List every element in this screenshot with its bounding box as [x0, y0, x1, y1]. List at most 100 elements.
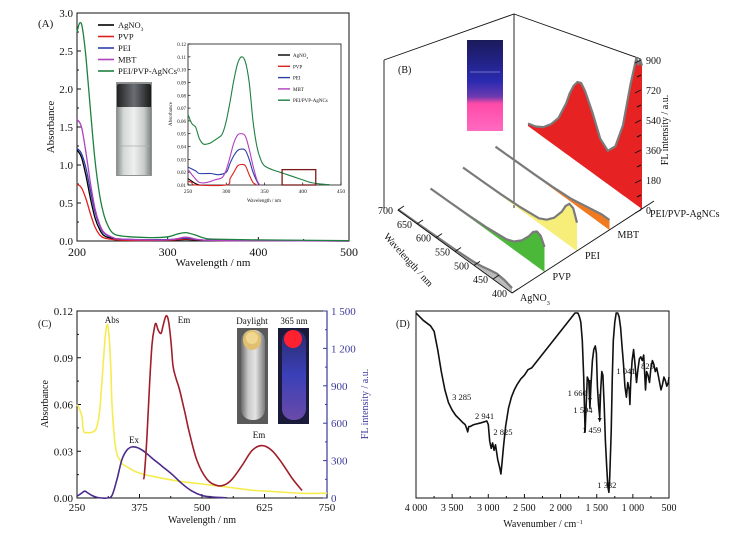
b-edge-pvp: [429, 187, 546, 248]
a-legend-label: PEI: [118, 43, 131, 53]
d-peak-label: 1 041: [616, 366, 635, 376]
d-peak-label: 825: [641, 361, 654, 371]
annotation-em-2: Em: [253, 430, 266, 440]
b-ztick-label: 0: [646, 206, 651, 217]
d-peak-arrowhead: [587, 398, 592, 402]
b-ztick-minor: [636, 104, 642, 108]
a-ytick-label: 2.5: [59, 46, 73, 58]
d-xtick-label: 1 500: [585, 503, 608, 514]
d-peak-arrowhead: [597, 418, 602, 422]
c-y2tick-label: 0: [331, 493, 337, 505]
inset-xtick-label: 250: [184, 189, 193, 195]
d-peak-label: 1 594: [573, 405, 593, 415]
c-ytick-label: 0.06: [54, 400, 74, 412]
a-legend-label: PEI/PVP-AgNCs: [118, 66, 177, 76]
a-ytick-label: 1.0: [59, 160, 73, 172]
b-xtick-label: 400: [492, 289, 507, 300]
b-xtick: [454, 247, 462, 252]
c-ytick-label: 0.12: [54, 306, 73, 318]
tube-daylight-photo: [237, 328, 268, 424]
panel-d-label: (D): [396, 319, 410, 330]
c-series-abs: [76, 323, 328, 495]
b-category-axis: [511, 200, 655, 294]
b-edge-pei: [462, 166, 579, 223]
a-series-pvp: [76, 183, 350, 242]
b-xtick-label: 600: [416, 234, 431, 245]
photo-label-365nm: 365 nm: [280, 316, 307, 326]
b-category-label: AgNO3: [520, 293, 550, 307]
d-peak-label: 3 285: [452, 392, 471, 402]
inset-ytick-label: 0.12: [177, 43, 186, 48]
annotation-abs: Abs: [105, 315, 120, 325]
b-area-pei-pvp-agncs: [528, 58, 642, 210]
b-ztick-label: 720: [646, 86, 661, 97]
b-category-label: MBT: [618, 230, 640, 241]
a-legend-label: MBT: [118, 55, 137, 65]
d-xtick-label: 3 500: [441, 503, 464, 514]
d-xtick-label: 4 000: [405, 503, 428, 514]
inset-series-pvp: [187, 163, 258, 187]
d-series-ftir: [415, 312, 670, 494]
inset-frame: [187, 43, 342, 186]
b-xtick-label: 500: [454, 261, 469, 272]
panel-d-xlabel: Wavenumber / cm−1: [503, 519, 582, 530]
inset-legend-label: PVP: [293, 65, 302, 70]
vial-uv-photo: [467, 40, 503, 131]
tube-uv-photo: [278, 328, 309, 424]
b-ztick-minor: [636, 74, 642, 78]
inset-ylabel: Absorbance: [169, 101, 174, 126]
b-ztick: [634, 59, 642, 64]
panel-c: (C) 250 375 500 625 750 0.00 0.03 0.06 0.09 0.12 0…: [38, 306, 371, 526]
b-xtick: [473, 260, 481, 266]
c-xtick-label: 250: [69, 502, 86, 514]
photo-label-daylight: Daylight: [236, 316, 268, 326]
inset-highlight-box: [281, 168, 317, 186]
inset-ytick-label: 0.03: [177, 158, 186, 163]
b-ztick-minor: [636, 194, 642, 198]
inset-xlabel: Wavelength / nm: [247, 199, 281, 204]
panel-a: (A) 200 300 400 500 0.0 0.5 1.0 1.5 2.0 2.5 3.0 Wa…: [38, 8, 358, 269]
inset-legend-label: MBT: [293, 88, 304, 93]
d-xtick-label: 1 000: [622, 503, 645, 514]
b-ztick-label: 900: [646, 56, 661, 67]
panel-c-ylabel: Absorbance: [40, 380, 51, 428]
b-ztick: [634, 89, 642, 94]
c-y2tick-label: 1 200: [331, 343, 356, 355]
b-top-edge: [513, 13, 642, 60]
c-xtick-label: 375: [131, 502, 148, 514]
c-series-ex: [76, 445, 228, 500]
b-ztick: [634, 149, 642, 154]
annotation-em-1: Em: [178, 315, 191, 325]
b-edge-agno3: [397, 208, 513, 289]
inset-series-mbt: [187, 133, 261, 186]
inset-legend-label: PEI: [293, 77, 301, 82]
c-y2tick-label: 600: [331, 418, 348, 430]
b-edge-pei-pvp-agncs: [527, 57, 644, 152]
b-ztick-minor: [636, 164, 642, 168]
inset-legend-label: AgNO3: [293, 54, 308, 60]
a-ytick-label: 0.0: [59, 236, 73, 248]
c-xtick-label: 750: [319, 502, 336, 514]
b-category-label: PEI: [585, 251, 600, 262]
b-ztick-label: 540: [646, 116, 661, 127]
c-xtick-label: 625: [256, 502, 273, 514]
a-xtick-label: 400: [249, 245, 267, 259]
a-series-pei-pvp-agncs: [76, 21, 350, 242]
inset-ytick-label: 0.07: [177, 107, 186, 112]
inset-series-pei-pvp-agncs: [187, 56, 330, 186]
d-xtick-label: 500: [662, 503, 677, 514]
c-ytick-label: 0.09: [54, 353, 74, 365]
inset-series-pei: [187, 148, 260, 186]
a-ytick-label: 1.5: [59, 122, 73, 134]
d-peak-label: 2 825: [493, 427, 512, 437]
inset-xtick-label: 300: [222, 189, 231, 195]
panel-d: (D) 4 000 3 500 3 000 2 500 2 000 1 500 1 000 5…: [396, 310, 677, 530]
a-ytick-label: 2.0: [59, 84, 73, 96]
inset-xtick-label: 400: [299, 189, 308, 195]
panel-c-label: (C): [38, 319, 51, 330]
inset-xtick-label: 350: [260, 189, 269, 195]
b-ztick: [634, 179, 642, 184]
